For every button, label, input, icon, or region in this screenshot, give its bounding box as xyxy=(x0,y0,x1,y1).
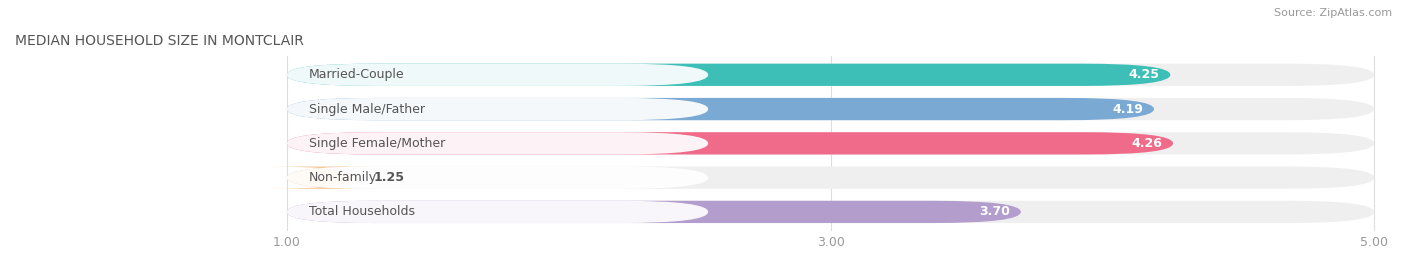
FancyBboxPatch shape xyxy=(287,64,709,86)
FancyBboxPatch shape xyxy=(287,201,1374,223)
FancyBboxPatch shape xyxy=(287,64,1170,86)
Text: 4.25: 4.25 xyxy=(1129,68,1160,81)
FancyBboxPatch shape xyxy=(287,167,1374,189)
FancyBboxPatch shape xyxy=(287,167,709,189)
Text: 4.26: 4.26 xyxy=(1132,137,1163,150)
Text: MEDIAN HOUSEHOLD SIZE IN MONTCLAIR: MEDIAN HOUSEHOLD SIZE IN MONTCLAIR xyxy=(15,34,304,48)
FancyBboxPatch shape xyxy=(287,98,1374,120)
FancyBboxPatch shape xyxy=(287,64,1374,86)
Text: Married-Couple: Married-Couple xyxy=(308,68,404,81)
FancyBboxPatch shape xyxy=(267,167,375,189)
Text: 3.70: 3.70 xyxy=(979,206,1010,218)
Text: Non-family: Non-family xyxy=(308,171,377,184)
FancyBboxPatch shape xyxy=(287,201,1021,223)
Text: 1.25: 1.25 xyxy=(374,171,405,184)
FancyBboxPatch shape xyxy=(287,132,709,154)
FancyBboxPatch shape xyxy=(287,98,1154,120)
Text: Single Female/Mother: Single Female/Mother xyxy=(308,137,444,150)
FancyBboxPatch shape xyxy=(287,98,709,120)
Text: Source: ZipAtlas.com: Source: ZipAtlas.com xyxy=(1274,8,1392,18)
Text: Single Male/Father: Single Male/Father xyxy=(308,102,425,116)
FancyBboxPatch shape xyxy=(287,201,709,223)
Text: Total Households: Total Households xyxy=(308,206,415,218)
FancyBboxPatch shape xyxy=(287,132,1173,154)
Text: 4.19: 4.19 xyxy=(1112,102,1143,116)
FancyBboxPatch shape xyxy=(287,132,1374,154)
